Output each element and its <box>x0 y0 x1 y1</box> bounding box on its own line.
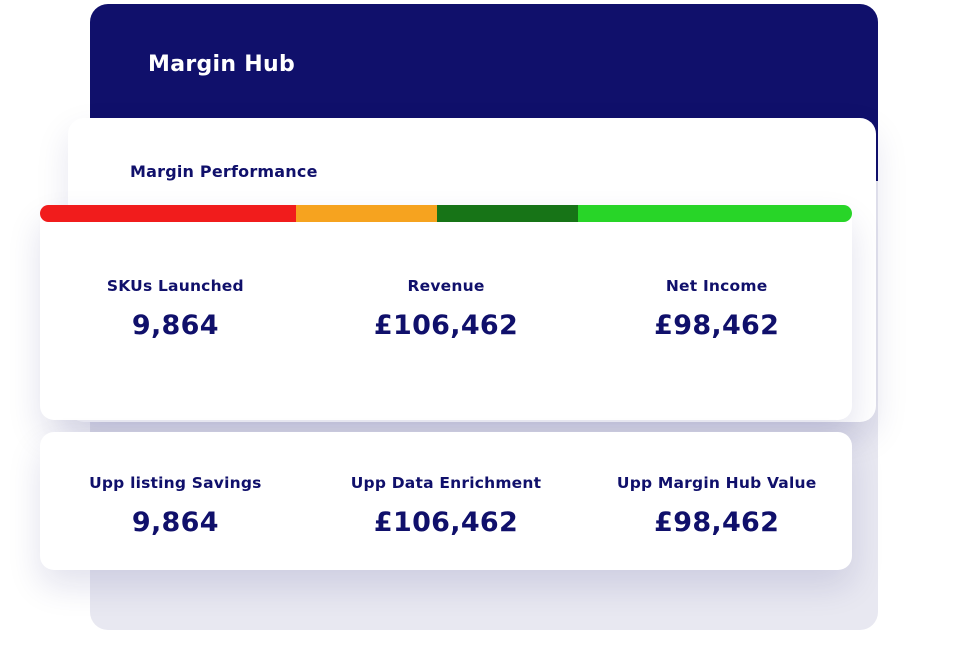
gauge-segment-bright-green <box>578 205 852 222</box>
stat-upp-margin-hub-value: Upp Margin Hub Value £98,462 <box>581 474 852 538</box>
stat-value: £98,462 <box>654 310 780 341</box>
stat-label: SKUs Launched <box>106 277 244 295</box>
stat-label: Net Income <box>665 277 768 295</box>
stat-net-income: Net Income £98,462 <box>581 277 852 341</box>
stat-label: Upp Data Enrichment <box>350 474 542 492</box>
gauge-segment-dark-green <box>437 205 579 222</box>
gauge-segment-orange <box>295 205 438 222</box>
section-title: Margin Performance <box>130 162 318 181</box>
stat-value: £98,462 <box>654 507 780 538</box>
gauge-segment-red <box>40 205 296 222</box>
top-stats-row: SKUs Launched 9,864 Revenue £106,462 Net… <box>40 277 852 341</box>
stat-value: £106,462 <box>373 310 519 341</box>
stat-label: Revenue <box>407 277 485 295</box>
stat-value: £106,462 <box>373 507 519 538</box>
stat-label: Upp listing Savings <box>89 474 262 492</box>
bottom-stats-card: Upp listing Savings 9,864 Upp Data Enric… <box>40 432 852 570</box>
stat-revenue: Revenue £106,462 <box>311 277 582 341</box>
bottom-stats-row: Upp listing Savings 9,864 Upp Data Enric… <box>40 474 852 538</box>
stat-upp-listing-savings: Upp listing Savings 9,864 <box>40 474 311 538</box>
top-stats-card: SKUs Launched 9,864 Revenue £106,462 Net… <box>40 205 852 420</box>
stat-label: Upp Margin Hub Value <box>616 474 817 492</box>
stat-skus-launched: SKUs Launched 9,864 <box>40 277 311 341</box>
stat-value: 9,864 <box>131 310 219 341</box>
stat-upp-data-enrichment: Upp Data Enrichment £106,462 <box>311 474 582 538</box>
margin-gauge-bar <box>40 205 852 222</box>
page-title: Margin Hub <box>148 52 296 77</box>
stat-value: 9,864 <box>131 507 219 538</box>
